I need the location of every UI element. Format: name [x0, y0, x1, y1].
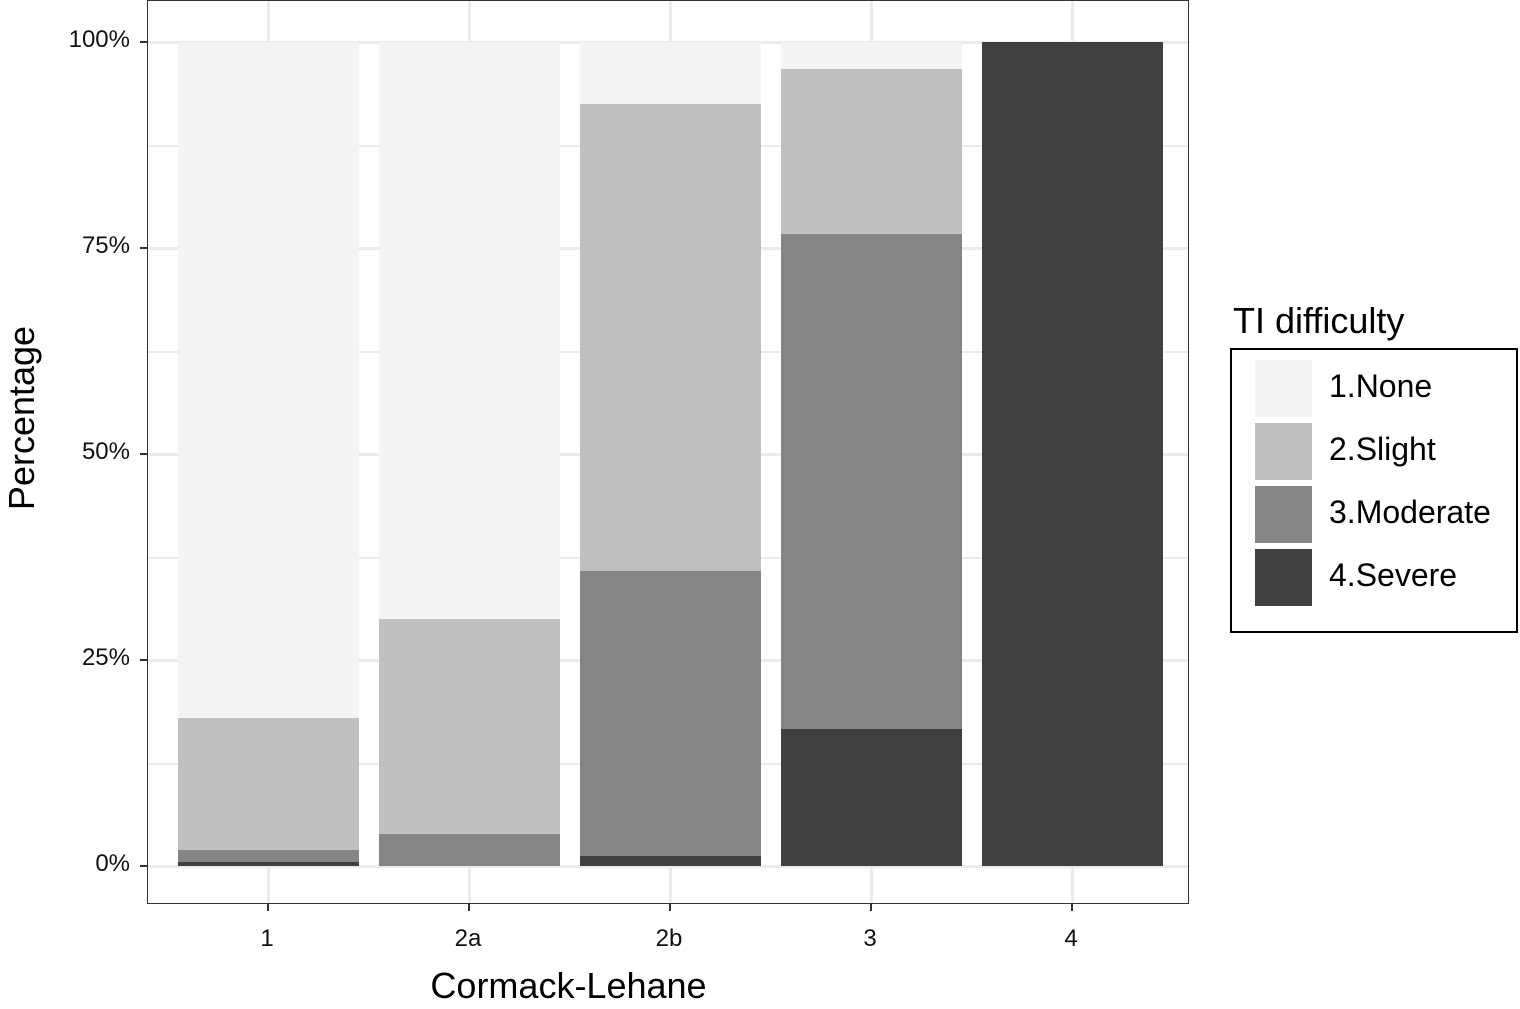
y-tick-mark [140, 41, 147, 43]
legend-label: 4.Severe [1329, 557, 1458, 593]
y-tick-label: 75% [81, 232, 130, 259]
grid-major-y [148, 865, 1188, 868]
legend-title: TI difficulty [1233, 300, 1405, 341]
legend-label: 3.Moderate [1329, 494, 1491, 530]
legend-label: 2.Slight [1329, 431, 1436, 467]
x-tick-label: 1 [260, 925, 274, 952]
bar-segment [378, 618, 560, 834]
y-tick-label: 25% [81, 644, 130, 671]
bar-segment [579, 42, 761, 104]
legend-key [1255, 360, 1312, 417]
x-tick-label: 2a [454, 925, 482, 952]
y-tick-mark [140, 247, 147, 249]
plot-panel [147, 0, 1189, 904]
y-tick-mark [140, 865, 147, 867]
bar-segment [177, 42, 359, 718]
legend-label: 1.None [1329, 368, 1433, 404]
bar-segment [579, 103, 761, 571]
bar-segment [780, 729, 962, 866]
y-tick-mark [140, 453, 147, 455]
y-tick-mark [140, 659, 147, 661]
legend-key [1255, 423, 1312, 480]
bar-segment [780, 233, 962, 730]
bar-segment [780, 42, 962, 70]
x-tick-mark [267, 904, 269, 911]
bar-segment [579, 571, 761, 857]
x-tick-label: 2b [655, 925, 683, 952]
x-tick-label: 3 [863, 925, 877, 952]
y-tick-label: 0% [95, 850, 130, 877]
x-tick-mark [669, 904, 671, 911]
y-axis-label: Percentage [1, 325, 42, 511]
legend: 1.None 2.Slight 3.Moderate 4.Severe [1230, 348, 1518, 633]
legend-key [1255, 486, 1312, 543]
x-tick-mark [1071, 904, 1073, 911]
x-tick-label: 4 [1064, 925, 1078, 952]
bar-segment [177, 861, 359, 866]
bar-segment [579, 856, 761, 866]
bar-segment [981, 42, 1163, 866]
bar-segment [177, 850, 359, 862]
bar-segment [780, 69, 962, 234]
y-tick-label: 100% [68, 26, 130, 53]
bar-segment [378, 42, 560, 619]
bar-segment [378, 833, 560, 866]
x-tick-mark [468, 904, 470, 911]
x-tick-mark [870, 904, 872, 911]
y-tick-label: 50% [81, 438, 130, 465]
legend-key [1255, 549, 1312, 606]
bar-segment [177, 717, 359, 851]
x-axis-label: Cormack-Lehane [430, 965, 707, 1006]
